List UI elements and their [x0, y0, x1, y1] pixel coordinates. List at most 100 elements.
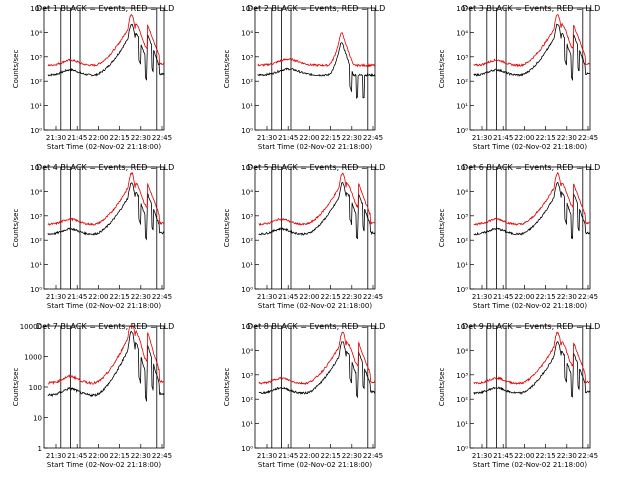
- series-line-lld: [47, 326, 165, 386]
- panel-det-1: Det 1 BLACK = Events, RED = LLD 10⁰ 10¹ 10²…: [12, 4, 174, 151]
- y-axis-label: Counts/sec: [438, 368, 446, 407]
- y-tick-label: 10⁵: [456, 5, 468, 13]
- panel-det-5: Det 5 BLACK = Events, RED = LLD 10⁰ 10¹ 10²…: [223, 163, 385, 310]
- x-tick-label: 22:30: [342, 293, 362, 301]
- plot-frame: [43, 166, 165, 290]
- x-axis-label: Start Time (02-Nov-02 21:18:00): [258, 143, 372, 151]
- series-line-events: [473, 341, 591, 398]
- panel-det-7: Det 7 BLACK = Events, RED = LLD 1 10 100 100…: [12, 322, 174, 469]
- x-tick-label: 22:30: [131, 452, 151, 460]
- plot-frame: [469, 166, 591, 290]
- x-tick-label: 22:45: [152, 293, 172, 301]
- y-axis-label: Counts/sec: [223, 50, 231, 89]
- y-tick-label: 10⁰: [241, 127, 253, 135]
- y-axis-label: Counts/sec: [438, 209, 446, 248]
- y-axis-label: Counts/sec: [12, 209, 20, 248]
- series-line-events: [257, 42, 376, 99]
- panel-det-4: Det 4 BLACK = Events, RED = LLD 10⁰ 10¹ 10²…: [12, 163, 174, 310]
- y-tick-label: 10⁵: [30, 5, 42, 13]
- x-tick-label: 21:45: [493, 452, 513, 460]
- x-axis-label: Start Time (02-Nov-02 21:18:00): [258, 461, 372, 469]
- y-tick-label: 10⁴: [456, 29, 468, 37]
- x-axis-label: Start Time (02-Nov-02 21:18:00): [47, 461, 161, 469]
- y-tick-label: 10³: [241, 372, 253, 380]
- plot-frame: [43, 7, 165, 131]
- panel-title: Det 4 BLACK = Events, RED = LLD: [36, 163, 174, 172]
- y-tick-label: 1000: [24, 354, 42, 362]
- panel-title: Det 3 BLACK = Events, RED = LLD: [462, 4, 600, 13]
- x-tick-label: 21:30: [46, 293, 66, 301]
- y-tick-label: 10²: [241, 237, 253, 245]
- x-axis-label: Start Time (02-Nov-02 21:18:00): [473, 143, 587, 151]
- x-tick-label: 21:30: [472, 134, 492, 142]
- plot-frame: [469, 325, 591, 449]
- x-tick-label: 21:45: [67, 134, 87, 142]
- panel-det-2: Det 2 BLACK = Events, RED = LLD 10⁰ 10¹ 10²…: [223, 4, 385, 151]
- y-tick-label: 10⁰: [241, 286, 253, 294]
- y-axis-label: Counts/sec: [438, 50, 446, 89]
- x-tick-label: 22:45: [578, 293, 598, 301]
- x-tick-label: 21:30: [257, 452, 277, 460]
- x-tick-label: 22:00: [514, 452, 534, 460]
- x-tick-label: 22:15: [321, 134, 341, 142]
- x-tick-label: 21:30: [257, 134, 277, 142]
- plot-frame: [43, 325, 165, 449]
- y-axis-label: Counts/sec: [12, 368, 20, 407]
- series-line-lld: [473, 171, 591, 226]
- plot-frame: [254, 7, 376, 131]
- panel-title: Det 5 BLACK = Events, RED = LLD: [247, 163, 385, 172]
- x-tick-label: 21:45: [278, 293, 298, 301]
- x-tick-label: 21:45: [67, 452, 87, 460]
- panel-title: Det 7 BLACK = Events, RED = LLD: [36, 322, 174, 331]
- x-tick-label: 22:15: [321, 293, 341, 301]
- x-tick-label: 22:00: [299, 134, 319, 142]
- panel-title: Det 1 BLACK = Events, RED = LLD: [36, 4, 174, 13]
- panel-det-8: Det 8 BLACK = Events, RED = LLD 10⁰ 10¹ 10²…: [223, 322, 385, 469]
- x-tick-label: 22:00: [514, 134, 534, 142]
- y-tick-label: 10⁰: [241, 445, 253, 453]
- y-tick-label: 10³: [241, 54, 253, 62]
- x-tick-label: 22:30: [342, 134, 362, 142]
- y-tick-label: 10²: [456, 78, 468, 86]
- x-tick-label: 22:45: [578, 134, 598, 142]
- series-line-events: [258, 181, 376, 240]
- y-tick-label: 10¹: [456, 103, 468, 111]
- series-line-lld: [258, 172, 375, 227]
- x-tick-label: 21:30: [257, 293, 277, 301]
- x-axis-label: Start Time (02-Nov-02 21:18:00): [258, 302, 372, 310]
- x-tick-label: 21:45: [67, 293, 87, 301]
- series-line-lld: [473, 331, 591, 385]
- panel-title: Det 8 BLACK = Events, RED = LLD: [247, 322, 385, 331]
- y-tick-label: 10⁵: [456, 164, 468, 172]
- x-tick-label: 22:00: [88, 134, 108, 142]
- y-tick-label: 10³: [456, 213, 468, 221]
- plot-frame: [254, 166, 376, 290]
- x-tick-label: 22:15: [536, 452, 556, 460]
- y-tick-label: 10¹: [30, 262, 42, 270]
- series-line-events: [473, 182, 591, 240]
- y-tick-label: 10¹: [241, 421, 253, 429]
- y-tick-label: 1: [38, 445, 42, 453]
- x-tick-label: 22:30: [131, 293, 151, 301]
- x-tick-label: 22:00: [514, 293, 534, 301]
- x-tick-label: 21:30: [46, 452, 66, 460]
- x-tick-label: 22:00: [88, 452, 108, 460]
- y-tick-label: 10³: [30, 54, 42, 62]
- x-axis-label: Start Time (02-Nov-02 21:18:00): [473, 461, 587, 469]
- y-tick-label: 10⁵: [241, 323, 253, 331]
- x-tick-label: 22:15: [321, 452, 341, 460]
- y-axis-label: Counts/sec: [223, 209, 231, 248]
- x-tick-label: 21:45: [278, 134, 298, 142]
- x-axis-label: Start Time (02-Nov-02 21:18:00): [47, 143, 161, 151]
- y-axis-label: Counts/sec: [223, 368, 231, 407]
- series-line-events: [47, 23, 165, 81]
- y-tick-label: 10³: [456, 372, 468, 380]
- x-tick-label: 22:30: [557, 134, 577, 142]
- x-tick-label: 22:45: [578, 452, 598, 460]
- x-tick-label: 22:15: [110, 293, 130, 301]
- x-tick-label: 22:00: [299, 452, 319, 460]
- y-tick-label: 10²: [456, 237, 468, 245]
- x-tick-label: 21:30: [472, 293, 492, 301]
- x-tick-label: 22:45: [363, 293, 383, 301]
- y-tick-label: 10²: [30, 237, 42, 245]
